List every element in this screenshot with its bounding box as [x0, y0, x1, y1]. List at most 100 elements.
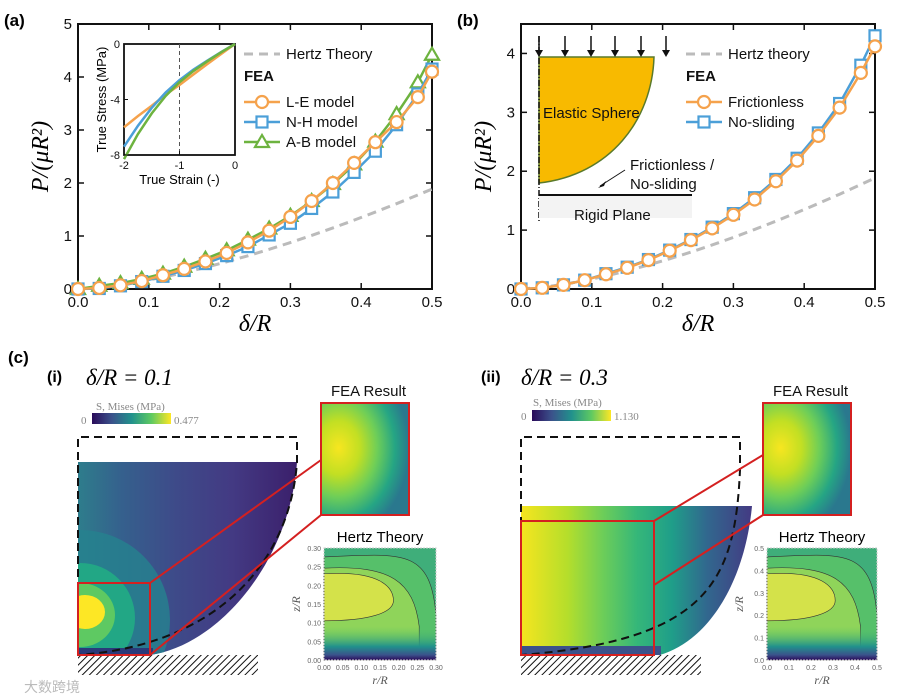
watermark: 大数跨境	[24, 679, 80, 695]
data-point	[424, 64, 440, 79]
colorbar-min: 0	[81, 415, 87, 427]
colorbar-max: 1.130	[614, 411, 639, 423]
hertz-x-tick-label: 0.30	[429, 665, 443, 672]
x-axis-label: δ/R	[239, 311, 272, 337]
hertz-x-label: r/R	[372, 673, 388, 687]
hertz-y-tick-label: 0.2	[754, 613, 764, 620]
hertz-y-tick-label: 0.0	[754, 658, 764, 665]
legend-group-title: FEA	[686, 68, 716, 85]
data-point	[283, 209, 298, 225]
arrow-head-icon	[637, 50, 645, 57]
sphere-label: Elastic Sphere	[543, 105, 640, 122]
x-tick-label: 0.0	[68, 294, 89, 311]
data-point	[262, 223, 277, 238]
hertz-y-label: z/R	[732, 596, 746, 613]
inset-x-tick-label: -2	[119, 160, 129, 172]
legend-label: Hertz theory	[728, 46, 810, 63]
arrow-head-icon	[587, 50, 595, 57]
chart-a: 0.0 0.1 0.2 0.3 0.4 0.5 0 1 2 3 4 5 δ/R P/(μR²) Hertz …	[28, 16, 442, 337]
x-axis-label: δ/R	[682, 311, 715, 337]
fea-result-zoom	[320, 402, 410, 516]
data-point	[410, 90, 425, 105]
rigid-plane	[539, 196, 692, 218]
data-point	[92, 280, 107, 296]
hertz-y-tick-label: 0.25	[307, 565, 321, 572]
zoom-connector	[653, 454, 764, 522]
x-tick-label: 0.4	[794, 294, 815, 311]
y-tick-label: 5	[64, 16, 72, 33]
legend-label: L-E model	[286, 94, 354, 111]
legend-marker	[254, 94, 270, 110]
hertz-y-tick-label: 0.20	[307, 583, 321, 590]
data-point	[641, 253, 656, 268]
data-point	[134, 273, 149, 289]
inset-x-tick-label: 0	[232, 160, 238, 172]
data-point	[155, 268, 171, 283]
undeformed-outline	[77, 436, 298, 656]
panel-label-c-ii: (ii)	[481, 369, 501, 386]
rigid-plane-hatch	[78, 655, 258, 675]
hertz-x-tick-label: 0.2	[806, 665, 816, 672]
x-tick-label: 0.0	[511, 294, 532, 311]
hertz-x-tick-label: 0.05	[336, 665, 350, 672]
colorbar-gradient	[92, 413, 171, 424]
undeformed-outline	[520, 436, 741, 656]
inset-y-label: True Stress (MPa)	[94, 47, 109, 153]
legend-marker	[253, 132, 271, 149]
data-point	[240, 235, 256, 250]
legend-label: N-H model	[286, 114, 358, 131]
data-point	[705, 221, 720, 236]
hertz-x-tick-label: 0.3	[828, 665, 838, 672]
x-tick-label: 0.2	[209, 294, 230, 311]
data-point	[768, 174, 783, 189]
hertz-contour-peak	[766, 573, 836, 622]
data-point	[389, 114, 404, 130]
data-point	[747, 192, 762, 207]
data-point	[867, 39, 883, 54]
legend-label: No-sliding	[728, 114, 795, 131]
data-point	[620, 260, 635, 275]
zoom-connector	[653, 514, 764, 586]
data-point	[304, 193, 319, 209]
hertz-y-tick-label: 0.30	[307, 546, 321, 553]
plot-frame	[77, 23, 433, 290]
fea-contour-c-ii: FEA Result	[520, 383, 852, 675]
arrow-head-icon	[561, 50, 569, 57]
data-point	[683, 233, 699, 248]
hertz-y-tick-label: 0.00	[307, 658, 321, 665]
x-tick-label: 0.4	[351, 294, 372, 311]
x-tick-label: 0.5	[422, 294, 443, 311]
y-axis-label: P/(μR²)	[28, 121, 54, 193]
hertz-y-tick-label: 0.1	[754, 636, 764, 643]
panel-label-b: (b)	[457, 11, 479, 30]
hertz-y-tick-label: 0.10	[307, 621, 321, 628]
zoom-region-box	[520, 520, 655, 656]
panel-label-a: (a)	[4, 11, 25, 30]
data-point	[577, 273, 592, 288]
y-tick-label: 0	[64, 281, 72, 298]
c-i-title: δ/R = 0.1	[86, 365, 173, 390]
inset-x-label: True Strain (-)	[139, 172, 219, 187]
data-point	[556, 277, 571, 292]
hertz-y-tick-label: 0.15	[307, 602, 321, 609]
inset-x-tick-label: -1	[175, 160, 185, 172]
legend-label: A-B model	[286, 134, 356, 151]
y-tick-label: 3	[64, 122, 72, 139]
inset-y-tick-label: 0	[114, 39, 120, 51]
legend-label: Hertz Theory	[286, 46, 373, 63]
legend-marker	[255, 115, 269, 129]
arrow-head-icon	[598, 181, 606, 188]
x-tick-label: 0.5	[865, 294, 886, 311]
hertz-x-label: r/R	[814, 673, 830, 687]
data-point	[811, 128, 826, 143]
data-point	[70, 281, 86, 297]
hertz-x-tick-label: 0.15	[373, 665, 387, 672]
hertz-frame	[766, 547, 878, 661]
load-arrows	[535, 36, 670, 57]
hertz-y-tick-label: 0.3	[754, 591, 764, 598]
colorbar-gradient	[532, 410, 611, 421]
plot-frame	[520, 23, 876, 290]
colorbar-c-i: S, Mises (MPa) 0 0.477	[81, 401, 199, 427]
y-tick-label: 1	[507, 222, 515, 239]
